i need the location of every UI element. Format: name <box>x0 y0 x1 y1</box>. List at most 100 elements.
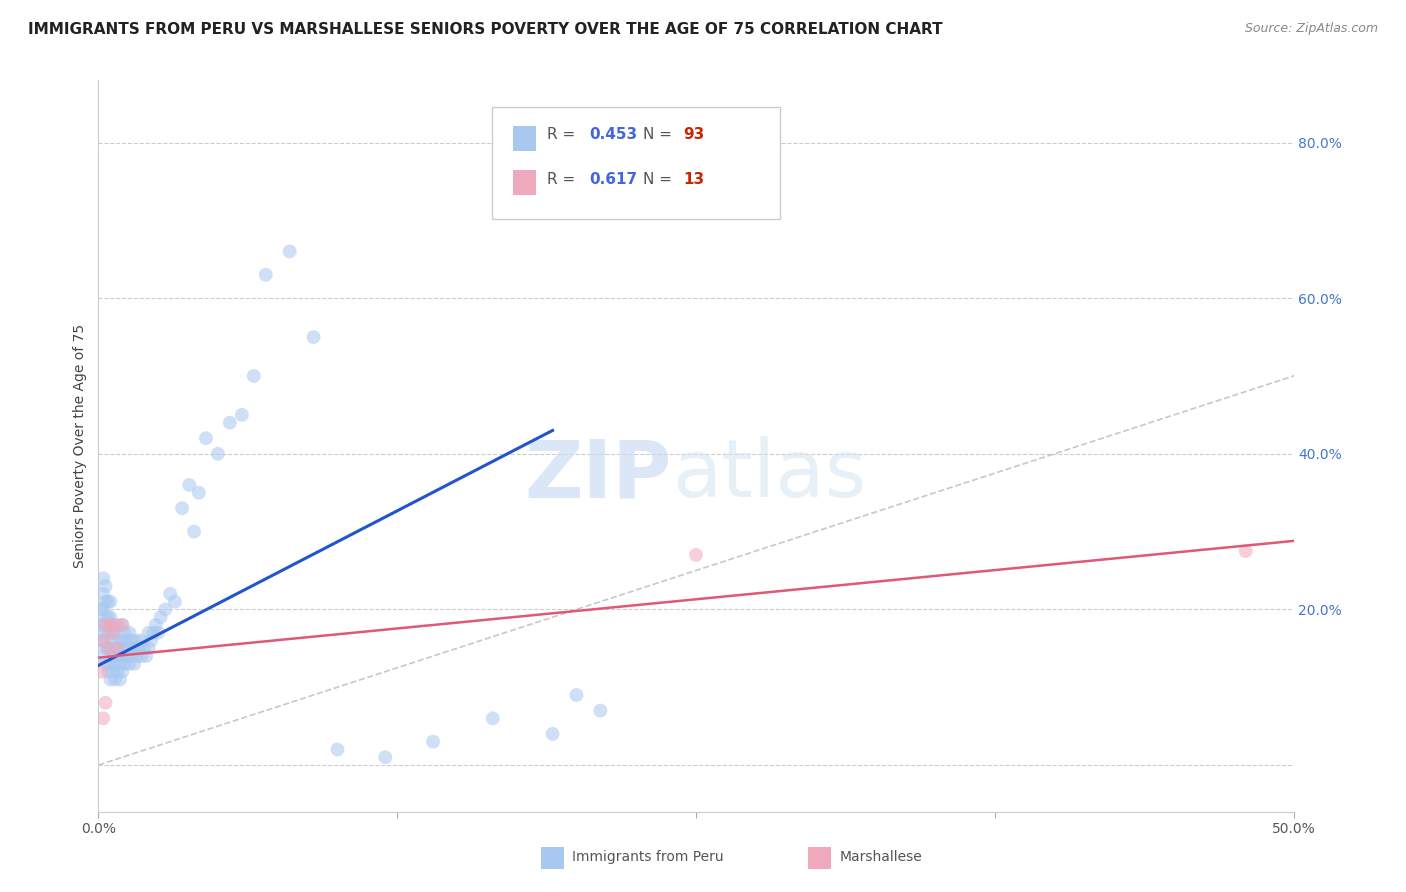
Text: N =: N = <box>643 128 676 142</box>
Point <box>131 633 153 648</box>
Point <box>131 649 153 664</box>
Point <box>91 633 114 648</box>
Point <box>104 625 127 640</box>
Point <box>159 587 181 601</box>
Point <box>179 478 201 492</box>
Point <box>104 673 127 687</box>
Point <box>172 501 194 516</box>
Point <box>124 641 146 656</box>
Point <box>98 618 122 632</box>
Point <box>91 587 114 601</box>
Point <box>565 688 588 702</box>
Point <box>107 618 129 632</box>
Point <box>207 447 229 461</box>
Point <box>104 618 127 632</box>
Point <box>108 657 131 671</box>
Point <box>98 610 122 624</box>
Text: R =: R = <box>547 128 581 142</box>
Text: Source: ZipAtlas.com: Source: ZipAtlas.com <box>1244 22 1378 36</box>
Point <box>231 408 253 422</box>
Point <box>91 633 114 648</box>
Point <box>91 571 114 585</box>
Point <box>121 649 143 664</box>
Point <box>91 711 114 725</box>
Point <box>115 633 138 648</box>
Text: 93: 93 <box>683 128 704 142</box>
Point <box>97 625 120 640</box>
Point <box>98 673 122 687</box>
Point <box>101 649 124 664</box>
Point <box>90 618 112 632</box>
Point <box>145 618 167 632</box>
Point <box>111 649 134 664</box>
Point <box>589 704 612 718</box>
Point <box>94 618 117 632</box>
Point <box>114 657 136 671</box>
Point <box>101 633 124 648</box>
Point <box>163 594 186 608</box>
Point <box>124 657 146 671</box>
Point <box>243 368 266 383</box>
Point <box>128 641 150 656</box>
Point <box>94 610 117 624</box>
Text: 13: 13 <box>683 172 704 186</box>
Point <box>107 649 129 664</box>
Point <box>125 633 148 648</box>
Point <box>101 625 124 640</box>
Point <box>91 618 114 632</box>
Point <box>422 734 444 748</box>
Text: 0.617: 0.617 <box>589 172 637 186</box>
Point <box>111 618 134 632</box>
Point <box>98 594 122 608</box>
Text: atlas: atlas <box>672 436 866 515</box>
Point <box>94 594 117 608</box>
Point <box>219 416 242 430</box>
Point <box>107 633 129 648</box>
Point <box>101 618 124 632</box>
Point <box>374 750 396 764</box>
Point <box>1234 544 1257 558</box>
Point <box>108 641 131 656</box>
Point <box>111 665 134 679</box>
Text: 0.453: 0.453 <box>589 128 637 142</box>
Point <box>125 649 148 664</box>
Point <box>138 625 160 640</box>
Point <box>114 641 136 656</box>
Point <box>104 641 127 656</box>
Point <box>118 657 141 671</box>
Point <box>183 524 205 539</box>
Y-axis label: Seniors Poverty Over the Age of 75: Seniors Poverty Over the Age of 75 <box>73 324 87 568</box>
Point <box>139 633 162 648</box>
Text: R =: R = <box>547 172 581 186</box>
Point <box>481 711 505 725</box>
Point <box>90 602 112 616</box>
Point <box>98 641 122 656</box>
Point <box>278 244 301 259</box>
Text: N =: N = <box>643 172 676 186</box>
Point <box>94 657 117 671</box>
Point <box>90 665 112 679</box>
Point <box>107 665 129 679</box>
Point <box>326 742 349 756</box>
Point <box>302 330 325 344</box>
Point <box>104 657 127 671</box>
Point <box>114 625 136 640</box>
Point <box>118 625 141 640</box>
Point <box>142 625 165 640</box>
Point <box>94 625 117 640</box>
Point <box>118 641 141 656</box>
Point <box>111 633 134 648</box>
Point <box>115 649 138 664</box>
Point <box>91 649 114 664</box>
Point <box>138 641 160 656</box>
Point <box>98 625 122 640</box>
Point <box>135 649 157 664</box>
Point <box>97 641 120 656</box>
Point <box>97 610 120 624</box>
Text: Immigrants from Peru: Immigrants from Peru <box>572 850 724 864</box>
Text: IMMIGRANTS FROM PERU VS MARSHALLESE SENIORS POVERTY OVER THE AGE OF 75 CORRELATI: IMMIGRANTS FROM PERU VS MARSHALLESE SENI… <box>28 22 943 37</box>
Point <box>194 431 218 445</box>
Point <box>155 602 177 616</box>
Point <box>149 610 172 624</box>
Point <box>91 602 114 616</box>
